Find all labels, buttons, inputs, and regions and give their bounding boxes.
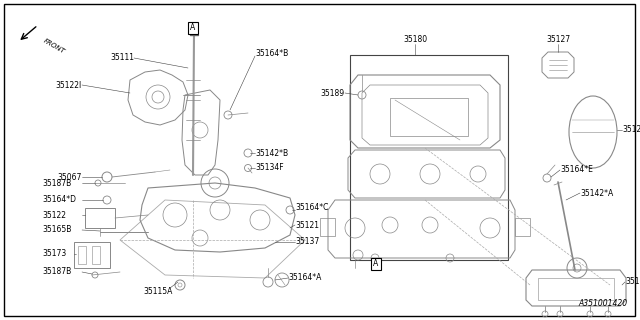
Text: 35180: 35180: [403, 36, 427, 44]
Text: 35137: 35137: [295, 237, 319, 246]
Bar: [515, 218, 530, 236]
Text: 35067: 35067: [58, 172, 82, 181]
Bar: [78, 246, 86, 264]
Text: 35189: 35189: [321, 89, 345, 98]
Text: 35187B: 35187B: [42, 179, 71, 188]
Text: 35126A: 35126A: [622, 125, 640, 134]
Text: 35164*B: 35164*B: [255, 49, 288, 58]
Bar: [320, 218, 335, 236]
Bar: [85, 208, 115, 228]
Text: A: A: [373, 260, 379, 268]
Text: A: A: [190, 23, 196, 33]
Text: 35127: 35127: [546, 36, 570, 44]
Text: 35164*E: 35164*E: [560, 165, 593, 174]
Text: 35122: 35122: [42, 211, 66, 220]
Text: 35164*A: 35164*A: [288, 274, 321, 283]
Text: 35164*D: 35164*D: [42, 196, 76, 204]
Text: 35142*B: 35142*B: [255, 148, 288, 157]
Text: 35187B: 35187B: [42, 268, 71, 276]
Bar: [74, 242, 110, 268]
Bar: [390, 98, 468, 136]
Text: 35134F: 35134F: [255, 164, 284, 172]
Text: 35165B: 35165B: [42, 226, 72, 235]
Text: 35173: 35173: [42, 250, 67, 259]
Bar: [538, 278, 614, 300]
Text: 35121: 35121: [295, 220, 319, 229]
Bar: [350, 55, 508, 260]
Text: 35122I: 35122I: [56, 81, 82, 90]
Text: 35164*C: 35164*C: [295, 204, 328, 212]
Bar: [92, 246, 100, 264]
Text: 35111: 35111: [110, 53, 134, 62]
Text: 35133: 35133: [625, 277, 640, 286]
Text: FRONT: FRONT: [42, 38, 66, 55]
Text: 35115A: 35115A: [143, 287, 173, 297]
Text: 35142*A: 35142*A: [580, 188, 613, 197]
Text: A351001420: A351001420: [579, 299, 628, 308]
